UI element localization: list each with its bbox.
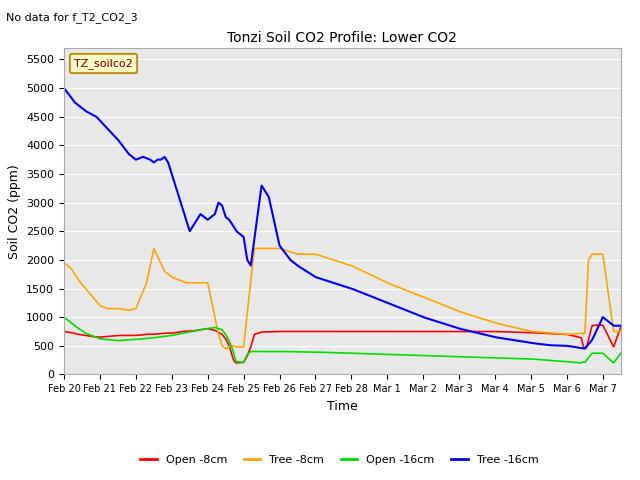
Tree -8cm: [157, 260, 164, 265]
Open -8cm: [298, 329, 306, 335]
Open -16cm: [298, 349, 305, 355]
Open -8cm: [592, 322, 600, 328]
Tree -16cm: [606, 320, 614, 326]
Tree -8cm: [274, 246, 282, 252]
Tree -16cm: [581, 346, 589, 351]
Line: Open -8cm: Open -8cm: [64, 325, 621, 363]
Open -16cm: [577, 360, 585, 366]
Tree -16cm: [157, 157, 164, 163]
Legend: TZ_soilco2: TZ_soilco2: [70, 54, 137, 73]
Open -8cm: [546, 331, 554, 336]
Y-axis label: Soil CO2 (ppm): Soil CO2 (ppm): [8, 164, 20, 259]
Open -8cm: [157, 331, 164, 336]
Open -8cm: [232, 360, 240, 366]
Open -16cm: [606, 357, 614, 362]
Line: Tree -16cm: Tree -16cm: [64, 88, 621, 348]
Open -8cm: [617, 324, 625, 330]
Tree -16cm: [60, 85, 68, 91]
X-axis label: Time: Time: [327, 400, 358, 413]
Tree -8cm: [222, 346, 230, 351]
Tree -8cm: [251, 246, 259, 252]
Open -16cm: [124, 337, 131, 343]
Tree -8cm: [60, 260, 68, 265]
Tree -8cm: [547, 330, 554, 336]
Open -8cm: [274, 329, 282, 335]
Open -8cm: [60, 329, 68, 335]
Line: Tree -8cm: Tree -8cm: [64, 249, 621, 348]
Open -8cm: [124, 333, 131, 338]
Tree -16cm: [617, 323, 625, 329]
Open -16cm: [274, 348, 282, 354]
Tree -16cm: [546, 342, 554, 348]
Tree -8cm: [124, 307, 131, 313]
Open -8cm: [606, 337, 614, 343]
Tree -16cm: [274, 234, 282, 240]
Legend: Open -8cm, Tree -8cm, Open -16cm, Tree -16cm: Open -8cm, Tree -8cm, Open -16cm, Tree -…: [136, 451, 543, 469]
Tree -16cm: [298, 265, 305, 271]
Text: No data for f_T2_CO2_3: No data for f_T2_CO2_3: [6, 12, 138, 23]
Open -16cm: [546, 358, 554, 363]
Title: Tonzi Soil CO2 Profile: Lower CO2: Tonzi Soil CO2 Profile: Lower CO2: [227, 32, 458, 46]
Tree -8cm: [298, 251, 306, 257]
Tree -8cm: [617, 329, 625, 335]
Tree -8cm: [606, 304, 614, 310]
Open -16cm: [157, 334, 164, 340]
Line: Open -16cm: Open -16cm: [64, 317, 621, 363]
Tree -16cm: [124, 149, 131, 155]
Open -16cm: [617, 350, 625, 356]
Open -16cm: [60, 314, 68, 320]
